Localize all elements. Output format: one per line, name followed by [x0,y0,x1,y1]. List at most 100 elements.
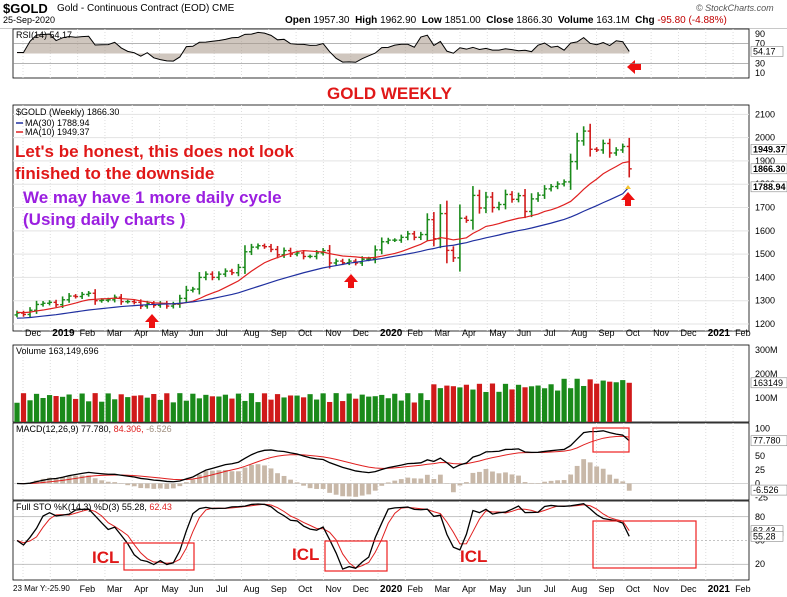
volume-bar [46,395,53,422]
volume-bar [626,382,632,422]
macd-histogram-bar [131,483,137,487]
volume-bar [450,386,456,422]
macd-histogram-bar [490,471,495,484]
x-axis-label: May [489,584,507,594]
x-axis-label: Feb [735,584,751,594]
volume-bar [125,397,131,422]
x-axis-label: Sep [271,584,287,594]
macd-highlight-box [592,427,630,453]
price-tick-label: 1700 [755,203,775,213]
macd-histogram-bar [555,480,561,484]
price-bar [496,201,502,211]
x-axis-label: Feb [80,584,96,594]
volume-bar [33,393,40,422]
macd-histogram-bar [216,470,222,484]
macd-histogram-bar [164,483,170,489]
symbol-title: $GOLD [3,1,48,16]
price-bar [561,179,567,187]
price-bar [125,299,131,304]
macd-histogram-bar [346,483,352,497]
x-axis-label: Feb [407,328,423,338]
volume-bar [444,385,450,422]
macd-histogram-bar [151,483,157,489]
macd-histogram-bar [411,478,417,484]
x-axis-label: Feb [735,328,751,338]
volume-bar [151,393,157,422]
macd-histogram-bar [392,480,398,484]
volume-bar [112,399,118,422]
x-axis-label: Dec [680,328,697,338]
price-bar [79,291,85,300]
x-axis-label: Oct [626,584,641,594]
x-axis-label: Jun [517,584,532,594]
macd-histogram-bar [144,483,150,489]
price-bar [542,185,548,199]
price-bar [222,268,228,277]
x-axis-label: May [489,328,507,338]
rsi-panel-label: RSI(14) 54.17 [16,30,72,40]
price-tick-label: 1400 [755,272,775,282]
price-bar [255,243,261,250]
macd-histogram-bar [229,471,235,484]
sto-panel-label: Full STO %K(14,3) %D(3) 55.28, 62.43 [16,502,172,512]
volume-bar [555,390,561,422]
annotation-line-2: finished to the downside [15,164,215,183]
volume-bar [320,393,326,422]
x-axis-label: Oct [298,328,313,338]
macd-histogram-bar [600,468,606,484]
x-axis-label: Feb [80,328,96,338]
price-bar [516,192,522,203]
volume-bar [522,387,528,422]
x-axis-label: Apr [462,328,476,338]
price-bar [235,263,241,277]
macd-histogram-bar [587,462,593,484]
red-up-arrow [145,314,159,328]
macd-histogram-bar [522,482,528,484]
volume-bar [216,396,222,422]
price-bar [535,192,541,202]
macd-histogram-bar [157,483,163,489]
macd-histogram-bar [431,478,437,484]
rsi-tick-label: 30 [755,58,765,68]
volume-bar [66,394,72,422]
price-bar [522,189,528,219]
macd-histogram-bar [424,474,430,484]
x-axis-label: Sep [599,584,615,594]
price-bar [301,250,307,260]
macd-histogram-bar [47,477,52,484]
volume-bar [255,402,261,422]
x-axis-label: Jul [216,328,228,338]
macd-histogram-bar [314,483,320,489]
price-bar [372,245,378,264]
macd-histogram-bar [236,471,241,484]
macd-histogram-bar [288,479,293,484]
panel-frame-macd [12,422,750,501]
price-bar [444,200,450,264]
stockcharts-brand: © StockCharts.com [696,3,774,13]
price-bar [66,293,72,303]
volume-bar [327,401,333,422]
macd-tick-label: -25 [755,492,768,502]
macd-histogram-bar [170,483,176,489]
rsi-line [17,31,630,63]
macd-tick-label: 0 [755,479,760,489]
volume-bar [196,398,202,422]
rsi-tick-label: 10 [755,68,765,78]
annotation-icl-3: ICL [460,547,488,566]
ma30-legend: MA(30) 1788.94 [25,118,90,128]
macd-histogram-bar [138,483,144,489]
price-tick-label: 2100 [755,109,775,119]
volume-bar [105,393,111,422]
volume-bar [274,394,281,422]
x-axis-label: Jun [189,584,204,594]
price-bar [379,237,385,255]
price-tick-label: 1600 [755,226,775,236]
x-axis-label: Oct [626,328,641,338]
price-bar [248,243,254,256]
price-bar [307,254,313,259]
price-value-box [750,181,787,193]
macd-histogram-bar [92,478,98,484]
volume-bar [92,393,98,422]
volume-bar [411,402,417,422]
price-bar [574,132,580,170]
